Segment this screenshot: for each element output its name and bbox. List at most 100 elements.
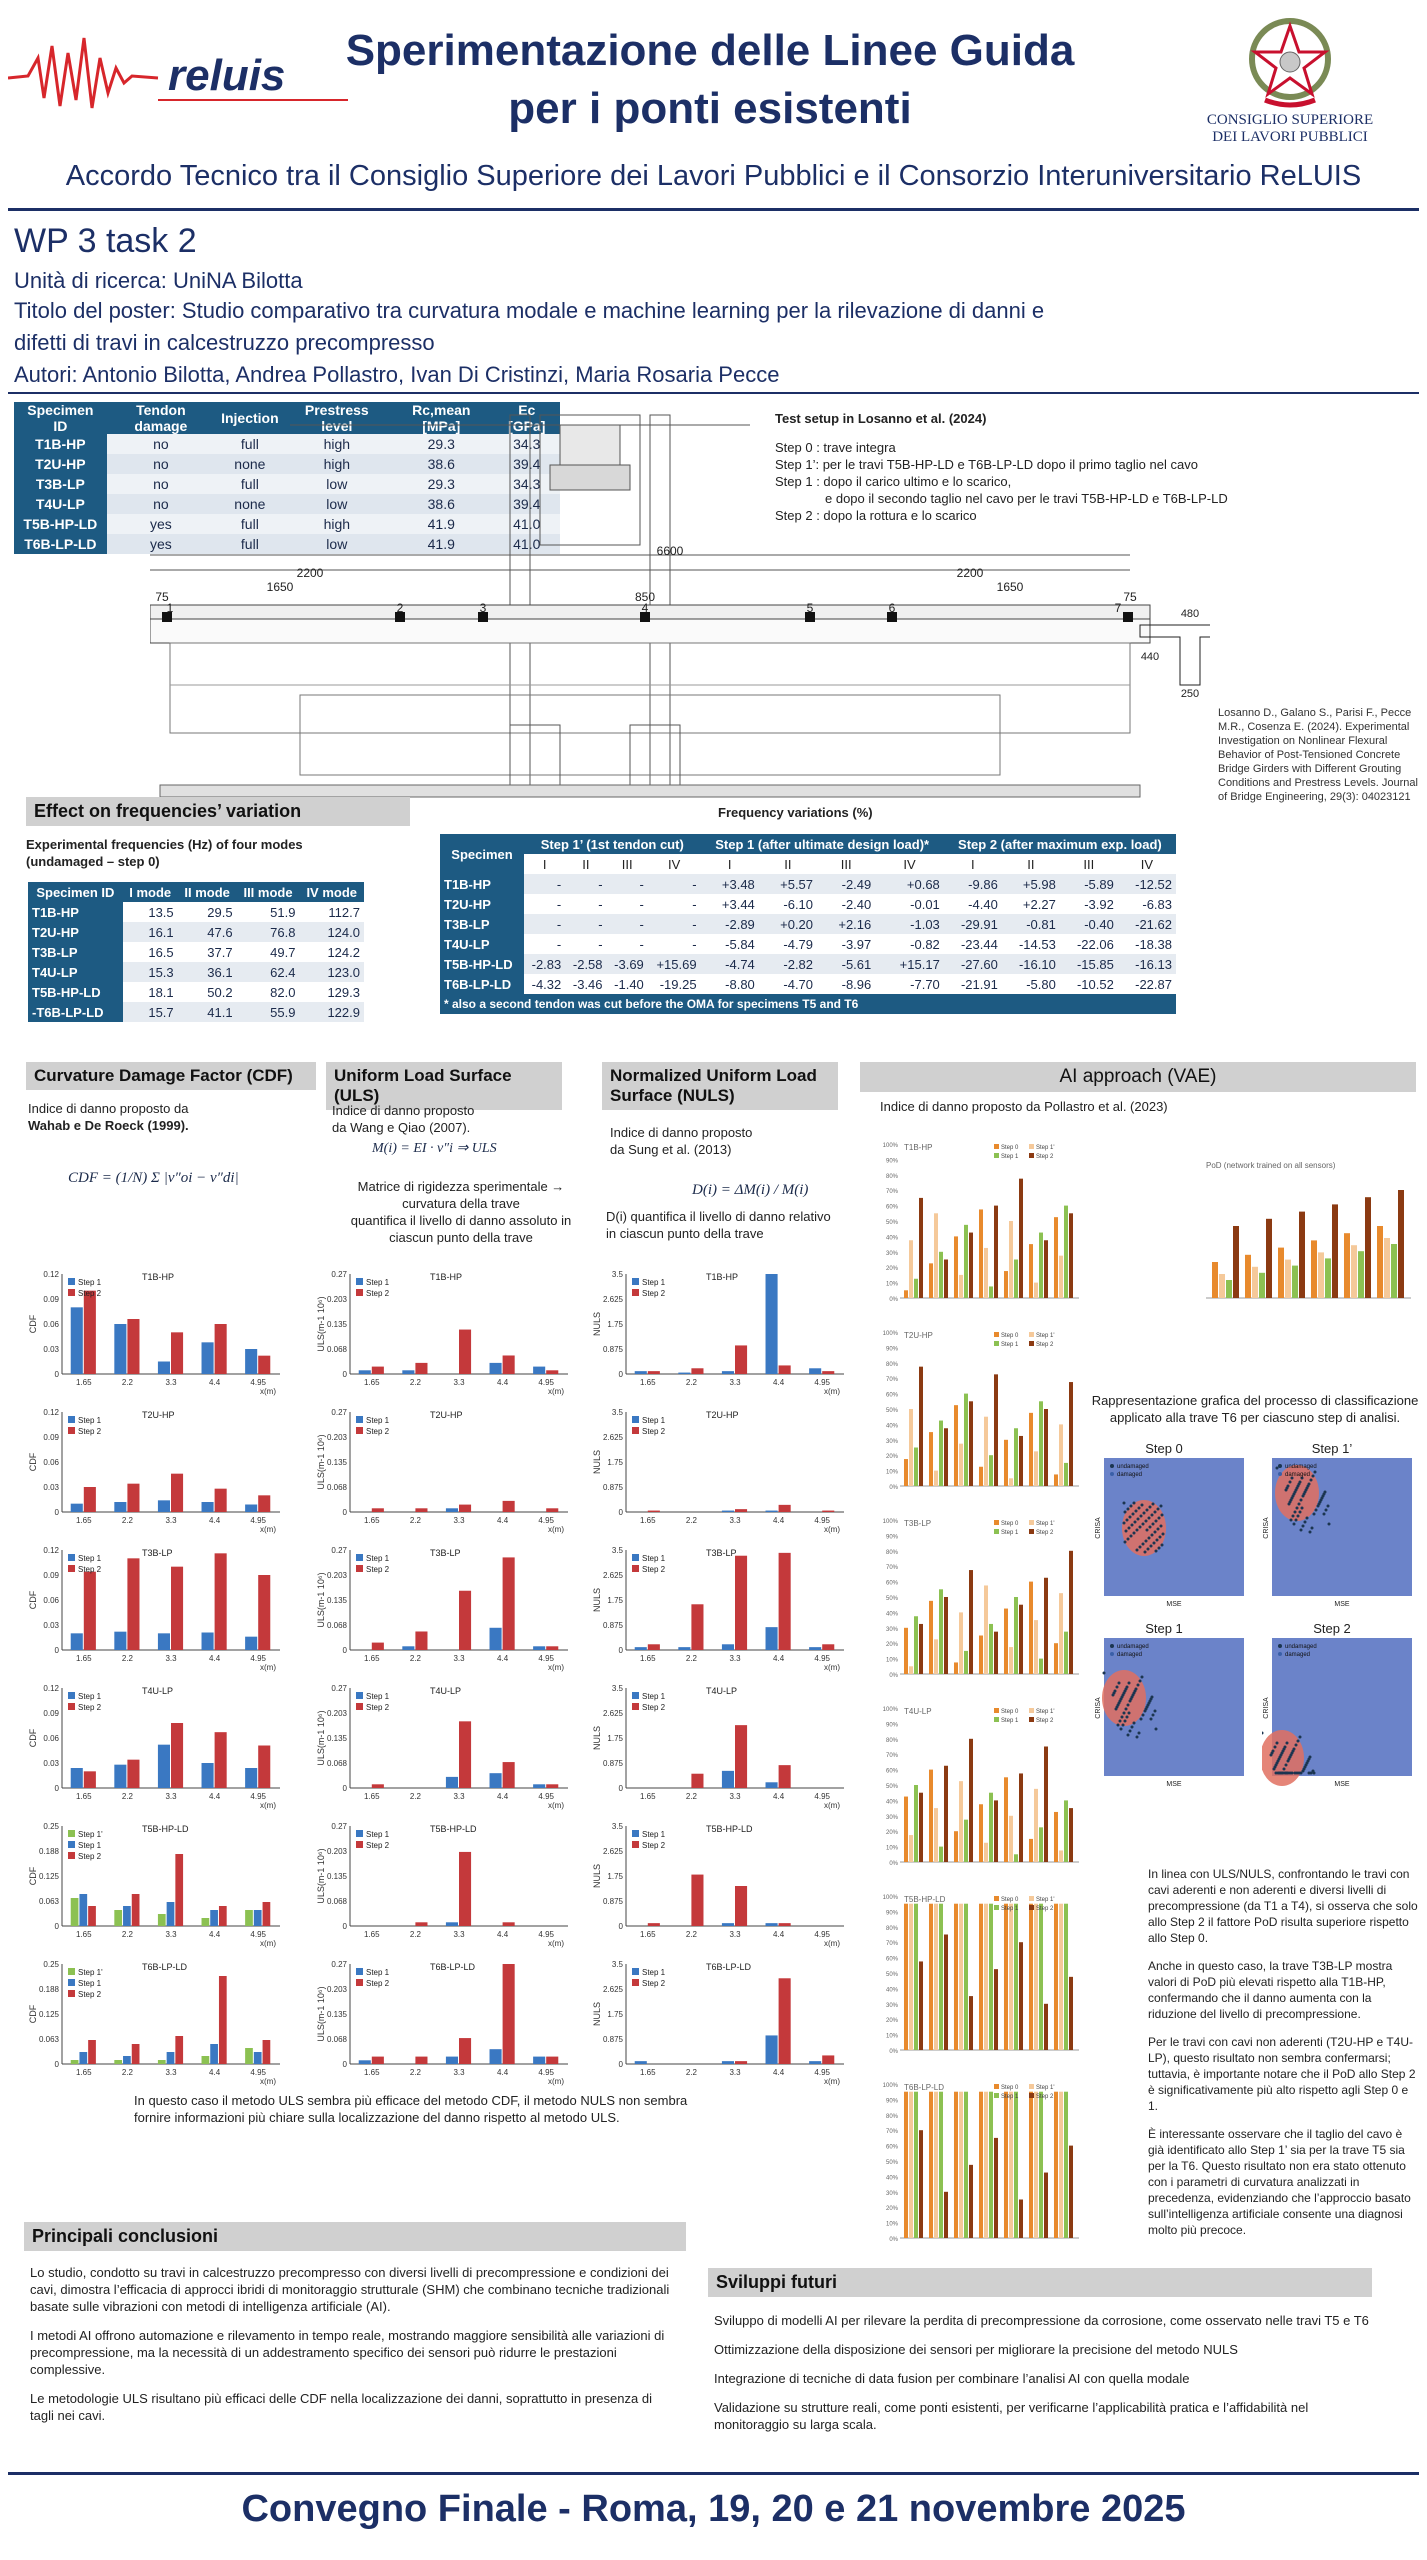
y-tick-label: 60% [886,1769,899,1775]
legend-label: Step 1 [642,1968,666,1977]
x-axis-label: x(m) [824,1525,840,1534]
point [1286,1484,1290,1488]
table-cell: yes [106,514,216,534]
bar [258,1575,271,1650]
table-cell: +15.69 [647,954,701,974]
point [1293,1771,1297,1775]
point [1320,1496,1324,1500]
y-tick-label: 0 [343,1922,348,1931]
bar [959,1781,963,1862]
point [1138,1525,1142,1529]
x-tick-label: 1.65 [76,1378,92,1387]
bar [994,1800,998,1862]
y-tick-label: 90% [886,1158,899,1164]
point [1154,1727,1158,1731]
point [1153,1709,1157,1713]
bar [70,1768,83,1788]
bar [964,1903,968,2050]
point [1293,1510,1297,1514]
bar [994,1374,998,1486]
y-tick-label: 0 [343,1508,348,1517]
point [1159,1504,1163,1508]
point [1275,1466,1279,1470]
table-cell: - [639,936,644,952]
legend-swatch [1278,1652,1282,1656]
legend-label: Step 2 [366,1979,390,1988]
table-cell: -T6B-LP-LD [28,1002,123,1022]
bar [735,2061,748,2064]
table-cell: - [606,874,648,894]
x-tick-label: 3.3 [729,1792,741,1801]
point [1273,1745,1277,1749]
point [1144,1519,1148,1523]
y-tick-label: 0% [889,1297,898,1303]
y-tick-label: 10% [886,2034,899,2040]
point [1296,1739,1300,1743]
bar [1069,1808,1073,1862]
table-cell: 49.7 [270,944,296,960]
point [1122,1691,1126,1695]
bar [994,1969,998,2050]
legend-label: Step 1 [366,1416,390,1425]
divider [8,2472,1419,2475]
table-cell: 36.1 [177,962,237,982]
table-cell: low [284,534,389,554]
bar [1044,1409,1048,1486]
point [1124,1687,1128,1691]
table-cell: T1B-HP [440,874,524,894]
table-cell: high [284,514,389,534]
var-header: Specimen [440,834,524,874]
point [1128,1515,1132,1519]
bar [959,1903,963,2050]
table-cell: -29.91 [943,914,1002,934]
bar [489,1773,502,1788]
y-axis-label: CDF [28,1728,38,1747]
bar [123,1906,131,1926]
x-tick-label: 2.2 [122,2068,134,2077]
legend-swatch [632,1416,639,1423]
bar [1009,2091,1013,2238]
legend-swatch [356,1278,363,1285]
bar [1019,1942,1023,2050]
table-cell: +3.44 [721,896,755,912]
bar [445,1922,458,1926]
y-tick-label: 0.875 [603,1759,624,1768]
bar [201,1502,214,1512]
table-cell: -0.82 [910,936,940,952]
y-tick-label: 0.875 [603,1483,624,1492]
legend-label: Step 1' [1036,1333,1055,1339]
x-tick-label: 4.95 [538,2068,554,2077]
legend-label: Step 1 [366,1692,390,1701]
y-tick-label: 40% [886,1235,899,1241]
nuls-formula: D(i) = ΔM(i) / M(i) [692,1182,809,1198]
bar [127,1558,140,1650]
legend-swatch [994,2093,999,2098]
section-title: Uniform Load Surface (ULS) [326,1062,562,1110]
bar [171,1723,184,1788]
y-tick-label: 0 [55,1508,60,1517]
point [1125,1715,1129,1719]
y-tick-label: 0 [55,2060,60,2069]
point [1141,1542,1145,1546]
chart-title: T2U-HP [706,1410,739,1420]
y-axis-label: ULS(m-1 10⁶) [316,1296,326,1351]
table-cell: 51.9 [270,904,296,920]
legend-swatch [632,1841,639,1848]
bar [489,1627,502,1650]
y-tick-label: 50% [886,1408,899,1414]
bar [245,1910,253,1926]
legend-swatch [68,1289,75,1296]
table-cell: -4.32 [531,976,562,992]
point [1301,1524,1305,1528]
y-tick-label: 80% [886,1738,899,1744]
bar-chart: 0 0.03 0.06 0.09 0.12 CDF 1.65 2.2 3.3 4.4 4.95x(m… [28,1408,280,1534]
point [1305,1761,1309,1765]
bar [959,2091,963,2238]
bar [402,1646,415,1650]
mode-header: III [817,854,876,874]
table-cell: T5B-HP-LD [28,982,123,1002]
bar [919,1792,923,1862]
point [1153,1510,1157,1514]
table-cell: T3B-LP [14,474,107,494]
bar [969,1232,973,1298]
